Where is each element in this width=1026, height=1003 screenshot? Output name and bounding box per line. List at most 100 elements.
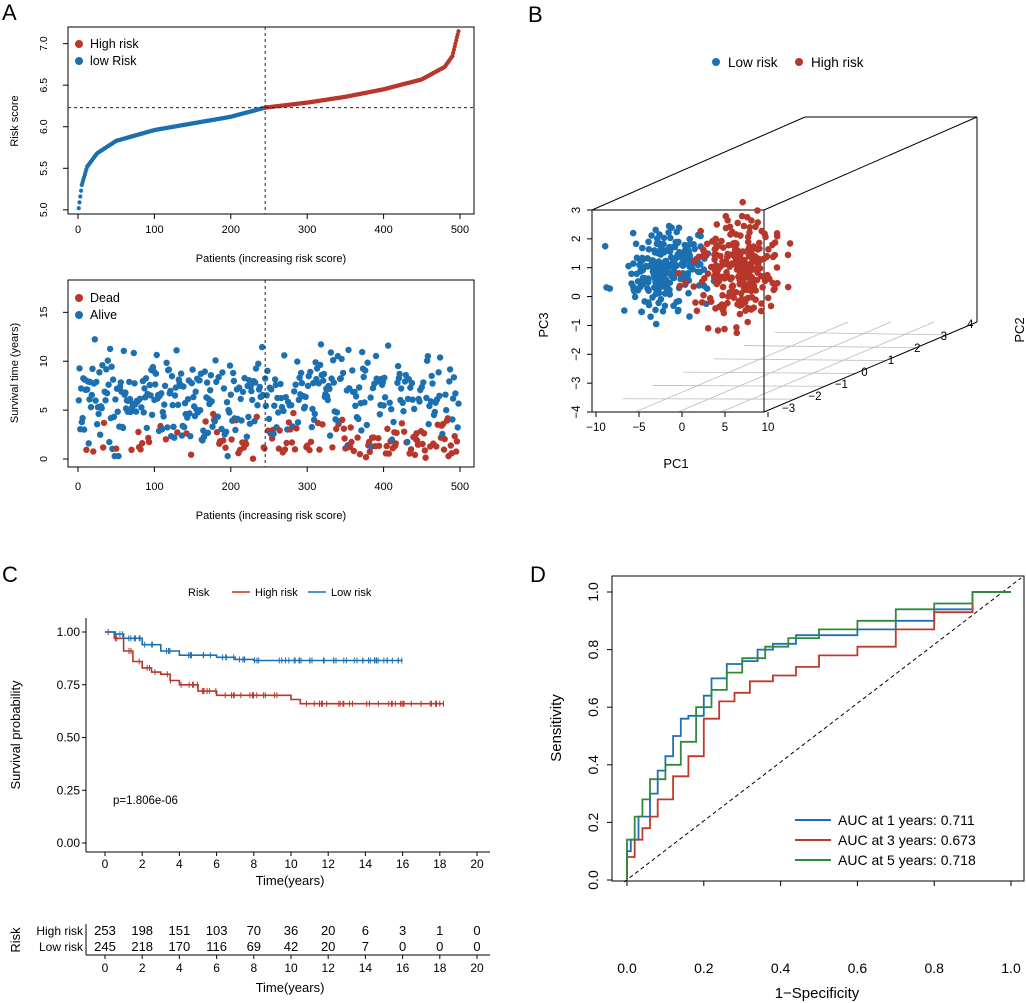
alive-patient-point — [93, 378, 100, 386]
dead-patient-point — [316, 446, 323, 453]
risk-table-ylabel: Risk — [8, 927, 23, 953]
dead-patient-point — [276, 427, 283, 434]
x-tick-label: 300 — [298, 481, 316, 493]
alive-patient-point — [428, 372, 435, 380]
x-tick-label: 0.0 — [617, 960, 637, 976]
alive-patient-point — [400, 408, 407, 415]
alive-patient-point — [380, 402, 387, 409]
y-tick-label: 6.0 — [38, 119, 50, 134]
roc-legend-5y-label: AUC at 5 years: 0.718 — [838, 852, 976, 868]
bounding-box-edge — [591, 116, 806, 211]
dead-patient-point — [83, 446, 90, 453]
high-risk-pca-point — [732, 231, 740, 238]
alive-patient-point — [247, 383, 254, 390]
alive-patient-point — [301, 403, 309, 410]
alive-patient-point — [294, 419, 302, 426]
high-risk-pca-point — [739, 198, 746, 206]
alive-patient-point — [89, 365, 96, 372]
high-risk-pca-point — [742, 307, 749, 315]
risk-score-point — [451, 47, 456, 53]
dead-patient-point — [375, 435, 382, 442]
alive-patient-point — [264, 367, 271, 374]
panel-label-a: A — [2, 0, 17, 25]
alive-patient-point — [271, 402, 278, 409]
alive-patient-point — [132, 408, 140, 415]
low-risk-pca-point — [639, 274, 647, 282]
risk-table-cell: 0 — [436, 939, 443, 954]
dead-patient-point — [222, 444, 229, 451]
high-risk-pca-point — [719, 258, 726, 265]
high-risk-pca-point — [736, 310, 744, 318]
high-risk-pca-point — [746, 224, 754, 231]
low-risk-pca-point — [653, 240, 661, 248]
alive-patient-point — [207, 372, 215, 379]
alive-patient-point — [281, 352, 288, 359]
dead-patient-point — [362, 454, 370, 461]
high-risk-pca-point — [755, 239, 763, 247]
high-risk-pca-point — [771, 239, 779, 246]
alive-patient-point — [429, 380, 436, 387]
dead-patient-point — [433, 443, 440, 450]
alive-patient-point — [153, 351, 160, 359]
alive-patient-point — [152, 370, 160, 377]
high-risk-pca-point — [758, 300, 765, 307]
high-risk-pca-point — [748, 259, 756, 266]
risk-table-cell: 0 — [473, 939, 480, 954]
alive-patient-point — [449, 416, 456, 423]
y-tick-label: 7.0 — [38, 36, 50, 51]
low-risk-pca-point — [703, 285, 711, 293]
high-risk-pca-point — [713, 251, 721, 259]
survival-time-points — [75, 336, 462, 462]
low-risk-pca-point — [672, 255, 680, 262]
roc-x-ticks: 0.0 0.2 0.4 0.6 0.8 1.0 — [617, 881, 1021, 976]
dead-patient-point — [145, 438, 153, 446]
high-risk-pca-point — [754, 219, 762, 226]
alive-patient-point — [333, 409, 341, 416]
risk-score-ylabel: Risk score — [9, 95, 21, 146]
alive-patient-point — [454, 424, 461, 431]
dead-patient-point — [346, 443, 354, 451]
low-risk-pca-point — [601, 242, 609, 250]
low-risk-pca-point — [694, 268, 702, 276]
high-risk-pca-point — [760, 255, 767, 263]
y-tick-label: 1.0 — [585, 582, 601, 602]
low-risk-pca-point — [629, 229, 637, 237]
survival-time-plot: 0 100 200 300 400 500 0 5 10 15 Patients (increa… — [9, 279, 475, 522]
dead-patient-point — [253, 413, 260, 420]
high-risk-pca-point — [752, 296, 759, 304]
x-tick-label: 500 — [451, 224, 469, 236]
alive-patient-point — [80, 426, 88, 433]
alive-patient-point — [297, 369, 305, 377]
alive-patient-point — [91, 336, 99, 343]
x-tick-label: 0 — [102, 961, 109, 975]
alive-patient-point — [208, 398, 215, 405]
alive-patient-point — [211, 418, 218, 425]
risk-table-cell: 3 — [399, 923, 406, 938]
dead-patient-point — [375, 442, 383, 449]
high-risk-pca-point — [725, 241, 732, 249]
y-tick-label: 1.00 — [57, 625, 81, 639]
high-risk-pca-point — [714, 327, 722, 334]
alive-patient-point — [95, 410, 102, 418]
high-risk-pca-point — [773, 264, 781, 271]
high-risk-pca-point — [730, 294, 738, 302]
dead-patient-point — [392, 440, 399, 447]
alive-patient-point — [248, 387, 255, 395]
high-risk-pca-point — [707, 263, 715, 271]
alive-patient-point — [355, 415, 362, 423]
alive-patient-point — [288, 402, 295, 409]
y-tick-label: 15 — [38, 306, 50, 318]
alive-patient-point — [275, 409, 282, 416]
dead-patient-point — [288, 439, 296, 446]
dead-patient-point — [453, 448, 460, 455]
low-risk-pca-point — [645, 301, 653, 309]
x-tick-label: 200 — [222, 224, 240, 236]
risk-table-cell: 0 — [399, 939, 406, 954]
alive-patient-point — [308, 423, 315, 431]
dead-patient-point — [242, 441, 250, 448]
dead-patient-point — [383, 442, 390, 450]
alive-patient-point — [103, 390, 111, 397]
pc3-tick-label: −1 — [571, 319, 583, 332]
alive-patient-point — [140, 409, 147, 416]
risk-table-cell: 198 — [131, 923, 153, 938]
